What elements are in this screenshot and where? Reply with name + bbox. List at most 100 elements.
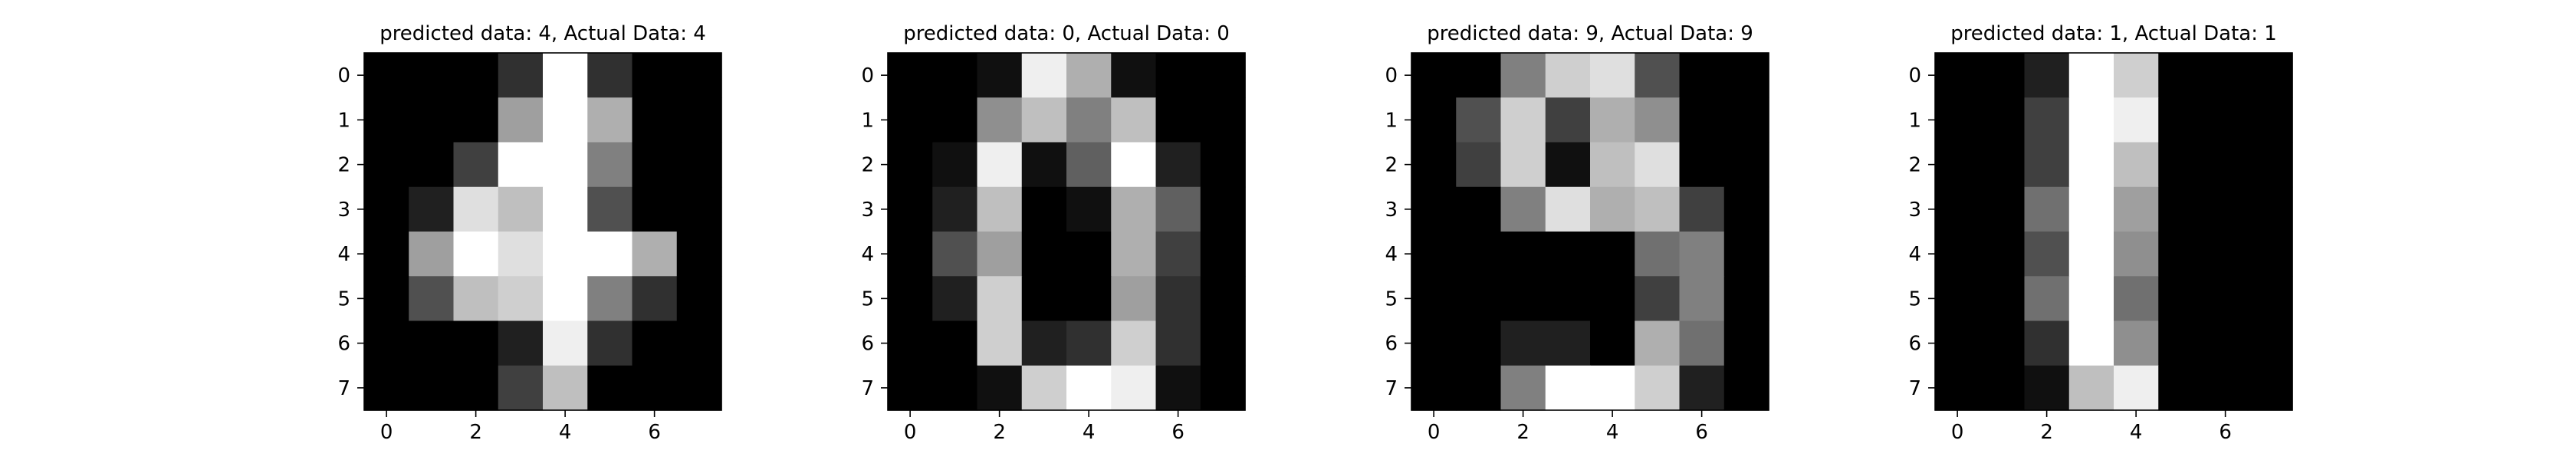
pixel-cell: [409, 142, 455, 188]
pixel-cell: [2024, 142, 2070, 188]
pixel-cell: [1111, 142, 1157, 188]
chart-title: predicted data: 0, Actual Data: 0: [903, 22, 1230, 45]
y-tick-label: 6: [337, 333, 350, 356]
pixel-cell: [543, 142, 588, 188]
pixel-cell: [888, 365, 933, 411]
pixel-cell: [2158, 365, 2204, 411]
pixel-cell: [2203, 320, 2249, 366]
pixel-cell: [409, 186, 455, 232]
pixel-cell: [1066, 53, 1112, 98]
pixel-cell: [1500, 97, 1546, 143]
pixel-cell: [2068, 142, 2114, 188]
pixel-cell: [1456, 276, 1502, 322]
pixel-cell: [1723, 320, 1769, 366]
x-tick-label: 6: [648, 421, 661, 444]
pixel-cell: [1200, 276, 1246, 322]
pixel-cell: [587, 186, 633, 232]
y-tick-label: 7: [1908, 377, 1921, 400]
pixel-cell: [1935, 232, 1980, 277]
pixel-cell: [1021, 186, 1067, 232]
pixel-cell: [1590, 53, 1635, 98]
pixel-cell: [1111, 53, 1157, 98]
pixel-cell: [2203, 232, 2249, 277]
pixel-cell: [1200, 320, 1246, 366]
pixel-cell: [2114, 186, 2159, 232]
pixel-cell: [2024, 365, 2070, 411]
x-tick-label: 4: [1083, 421, 1096, 444]
y-tick-label: 0: [861, 64, 874, 87]
pixel-cell: [587, 142, 633, 188]
pixel-cell: [2247, 232, 2293, 277]
pixel-cell: [1021, 365, 1067, 411]
pixel-cell: [1155, 186, 1201, 232]
pixel-cell: [1066, 365, 1112, 411]
y-tick-label: 6: [1385, 333, 1398, 356]
pixel-cell: [888, 186, 933, 232]
pixel-cell: [1155, 232, 1201, 277]
pixel-cell: [2114, 53, 2159, 98]
y-tick-label: 4: [337, 243, 350, 266]
x-tick-label: 2: [1516, 421, 1530, 444]
pixel-cell: [1411, 142, 1457, 188]
pixel-cell: [1155, 142, 1201, 188]
y-tick-label: 2: [337, 154, 350, 177]
pixel-cell: [2158, 97, 2204, 143]
pixel-cell: [409, 53, 455, 98]
pixel-cell: [1635, 142, 1681, 188]
pixel-cell: [1200, 53, 1246, 98]
pixel-cell: [1200, 142, 1246, 188]
pixel-cell: [632, 186, 678, 232]
pixel-cell: [498, 320, 544, 366]
y-tick-label: 2: [1385, 154, 1398, 177]
chart-panel-2: predicted data: 0, Actual Data: 0 0 2 4 6 0 1 2…: [861, 22, 1246, 444]
pixel-cell: [498, 365, 544, 411]
pixel-cell: [1980, 186, 2026, 232]
pixel-cell: [2203, 97, 2249, 143]
pixel-cell: [676, 320, 722, 366]
pixel-cell: [1679, 186, 1725, 232]
pixel-cell: [2114, 142, 2159, 188]
chart-title: predicted data: 1, Actual Data: 1: [1950, 22, 2277, 45]
pixel-cell: [1111, 232, 1157, 277]
pixel-cell: [977, 320, 1023, 366]
x-tick-label: 4: [2130, 421, 2143, 444]
pixel-cell: [676, 232, 722, 277]
pixel-cell: [1200, 365, 1246, 411]
pixel-cell: [1500, 142, 1546, 188]
pixel-cell: [676, 186, 722, 232]
pixel-cell: [932, 97, 978, 143]
pixel-cell: [676, 53, 722, 98]
y-tick-label: 0: [1908, 64, 1921, 87]
x-tick-label: 0: [904, 421, 917, 444]
pixel-cell: [1111, 276, 1157, 322]
pixel-cell: [1155, 320, 1201, 366]
pixel-cell: [1723, 53, 1769, 98]
pixel-cell: [932, 53, 978, 98]
chart-title: predicted data: 4, Actual Data: 4: [380, 22, 706, 45]
pixel-cell: [1411, 320, 1457, 366]
pixel-cell: [453, 320, 499, 366]
x-tick-label: 2: [993, 421, 1006, 444]
pixel-cell: [1411, 53, 1457, 98]
pixel-cell: [364, 186, 409, 232]
pixel-cell: [1500, 232, 1546, 277]
pixel-cell: [888, 142, 933, 188]
pixel-cell: [1456, 142, 1502, 188]
pixel-cell: [1935, 53, 1980, 98]
pixel-cell: [1980, 365, 2026, 411]
pixel-cell: [2203, 53, 2249, 98]
pixel-cell: [1111, 97, 1157, 143]
pixel-cell: [1980, 142, 2026, 188]
pixel-cell: [977, 186, 1023, 232]
pixel-cell: [1021, 53, 1067, 98]
pixel-cell: [632, 97, 678, 143]
pixel-cell: [888, 320, 933, 366]
pixel-cell: [632, 365, 678, 411]
pixel-cell: [932, 365, 978, 411]
pixel-cell: [1500, 320, 1546, 366]
pixel-cell: [2203, 142, 2249, 188]
pixel-cell: [1500, 186, 1546, 232]
pixel-cell: [1021, 232, 1067, 277]
pixel-cell: [2114, 276, 2159, 322]
pixel-cell: [2114, 320, 2159, 366]
